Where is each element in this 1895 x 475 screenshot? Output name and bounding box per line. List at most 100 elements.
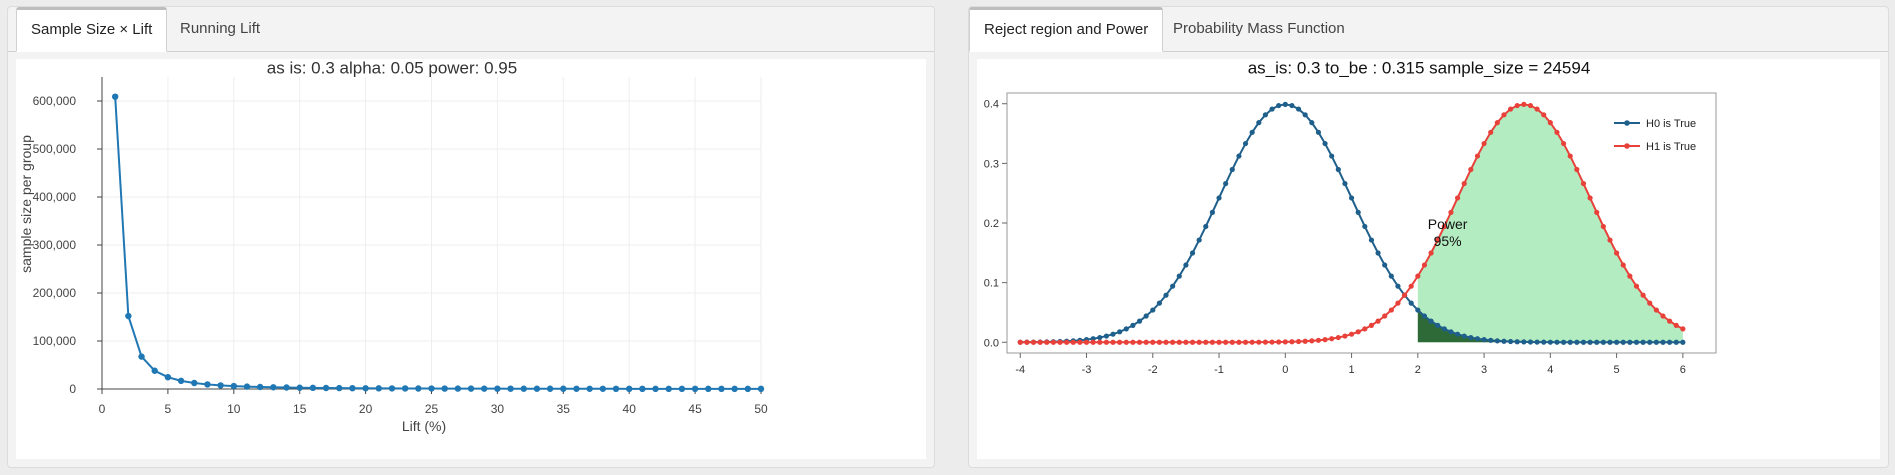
data-point <box>691 385 699 393</box>
data-point <box>1242 339 1249 345</box>
data-point <box>533 385 541 392</box>
chart-title: as_is: 0.3 to_be : 0.315 sample_size = 2… <box>1248 59 1591 77</box>
data-point <box>1269 106 1275 112</box>
data-point <box>270 384 277 391</box>
data-point <box>1196 339 1202 345</box>
data-point <box>678 385 686 393</box>
data-point <box>1554 339 1560 345</box>
data-point <box>1541 339 1547 345</box>
data-point <box>1382 262 1388 268</box>
tab-probability-mass-function[interactable]: Probability Mass Function <box>1173 20 1345 37</box>
data-point <box>138 353 145 360</box>
data-point <box>1355 329 1361 335</box>
x-tick-label: 45 <box>688 402 702 416</box>
y-tick-label: 500,000 <box>33 142 77 156</box>
data-point <box>1620 262 1626 268</box>
data-point <box>1541 112 1547 118</box>
data-point <box>1428 318 1434 324</box>
data-point <box>1435 322 1441 328</box>
data-point <box>1229 166 1235 173</box>
data-point <box>1448 329 1454 335</box>
x-tick-label: 4 <box>1547 364 1553 376</box>
data-point <box>1633 339 1640 345</box>
data-point <box>1567 339 1573 345</box>
data-point <box>560 385 567 392</box>
data-point <box>441 385 448 392</box>
data-point <box>507 385 514 392</box>
data-point <box>1514 102 1520 109</box>
data-point <box>1388 307 1394 313</box>
data-point <box>1527 339 1534 345</box>
y-tick-label: 0.2 <box>984 218 999 230</box>
data-point <box>1090 339 1096 345</box>
sample-size-chart: as is: 0.3 alpha: 0.05 power: 0.95 0 5 10 15… <box>18 58 768 434</box>
data-point <box>1070 339 1076 345</box>
tab-running-lift[interactable]: Running Lift <box>180 20 261 37</box>
data-point <box>1521 101 1527 107</box>
data-point <box>1507 338 1514 345</box>
data-point <box>1547 339 1553 345</box>
tab-sample-size-lift[interactable]: Sample Size × Lift <box>16 7 168 52</box>
data-point <box>1660 313 1666 319</box>
data-point <box>1170 339 1176 345</box>
tab-reject-region-power[interactable]: Reject region and Power <box>969 7 1164 52</box>
data-point <box>1673 339 1679 345</box>
series-line <box>114 96 762 390</box>
data-point <box>1223 180 1229 187</box>
data-point <box>1408 283 1414 289</box>
data-point <box>1521 339 1527 345</box>
data-point <box>1395 283 1401 289</box>
x-tick-label: 30 <box>491 402 505 416</box>
data-point <box>1156 339 1163 345</box>
data-point <box>520 385 527 392</box>
data-point <box>1368 322 1375 328</box>
data-point <box>1474 153 1481 159</box>
data-point <box>1647 300 1653 306</box>
data-point <box>1362 326 1368 332</box>
data-point <box>1289 102 1295 109</box>
data-point <box>1680 339 1686 345</box>
data-point <box>1594 339 1600 345</box>
data-point <box>1468 334 1474 341</box>
data-point <box>336 384 343 392</box>
data-point <box>1189 250 1196 256</box>
data-point <box>1488 337 1494 343</box>
data-point <box>1130 322 1136 328</box>
power-annotation-line1: Power <box>1428 216 1468 232</box>
data-point <box>1468 166 1474 173</box>
data-point <box>1276 102 1282 109</box>
data-point <box>1322 337 1328 343</box>
series-points <box>111 93 765 393</box>
data-point <box>1329 336 1335 342</box>
data-point <box>1600 339 1606 345</box>
y-tick-label: 0.3 <box>984 158 999 170</box>
data-point <box>1176 339 1182 345</box>
x-tick-label: 10 <box>227 402 241 416</box>
data-point <box>1295 338 1302 345</box>
data-point <box>652 385 659 393</box>
data-point <box>744 385 752 393</box>
data-point <box>111 93 119 100</box>
legend-swatch-marker <box>1624 143 1630 149</box>
y-tick-label: 0 <box>69 382 76 396</box>
data-point <box>1335 334 1341 341</box>
data-point <box>1110 331 1116 337</box>
data-point <box>1150 339 1156 345</box>
data-point <box>1030 339 1037 345</box>
data-point <box>1454 195 1461 201</box>
data-point <box>1488 129 1494 135</box>
alpha-region <box>1417 310 1683 343</box>
y-tick-label: 0.1 <box>984 278 999 290</box>
data-point <box>1653 307 1659 313</box>
data-point <box>599 385 607 392</box>
data-point <box>1401 292 1408 298</box>
data-point <box>1143 313 1149 319</box>
data-point <box>349 384 356 392</box>
left-tab-bar: Sample Size × Lift Running Lift <box>8 7 934 52</box>
data-point <box>1315 129 1322 135</box>
data-point <box>256 383 264 391</box>
data-point <box>1117 329 1123 335</box>
y-tick-label: 0.0 <box>984 337 999 349</box>
data-point <box>1461 333 1467 339</box>
power-region <box>1417 104 1683 343</box>
